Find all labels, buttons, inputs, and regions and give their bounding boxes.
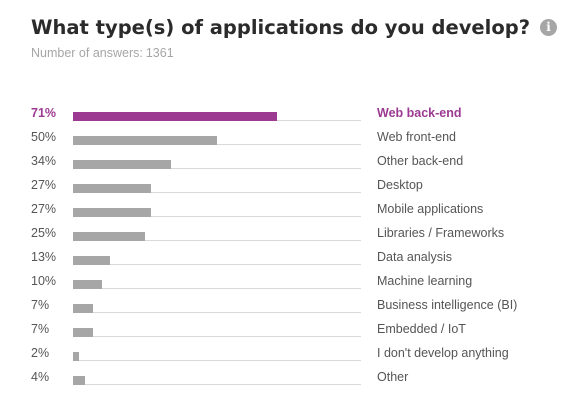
category-label: Other [377,370,409,384]
value-label: 25% [31,226,57,240]
bar [73,280,102,289]
chart-header: What type(s) of applications do you deve… [31,10,561,44]
bar-row: 7% Embedded / IoT [0,318,572,342]
bar-track [73,264,361,265]
value-label: 13% [31,250,57,264]
bar [73,304,93,313]
info-icon[interactable]: i [540,18,558,36]
chart-title: What type(s) of applications do you deve… [31,15,531,39]
category-label: Libraries / Frameworks [377,226,505,240]
answer-count-label: Number of answers: [31,46,143,60]
category-label: Machine learning [377,274,473,288]
bar [73,112,277,121]
bar-row: 27% Desktop [0,174,572,198]
value-label: 50% [31,130,57,144]
category-label: Mobile applications [377,202,484,216]
bar-row: 7% Business intelligence (BI) [0,294,572,318]
bar-track [73,192,361,193]
value-label: 34% [31,154,57,168]
category-label: Desktop [377,178,423,192]
value-label: 10% [31,274,57,288]
bar [73,256,110,265]
category-label: Web front-end [377,130,456,144]
value-label: 27% [31,202,57,216]
category-label: Business intelligence (BI) [377,298,518,312]
bar [73,160,171,169]
bar-track [73,288,361,289]
value-label: 7% [31,322,50,336]
bar-track [73,168,361,169]
bar [73,208,151,217]
bar [73,184,151,193]
bar-track [73,144,361,145]
value-label: 7% [31,298,50,312]
bar-track [73,240,361,241]
bar [73,376,85,385]
value-label: 71% [31,106,57,120]
bar-row: 27% Mobile applications [0,198,572,222]
bar-row: 4% Other [0,366,572,390]
bar [73,232,145,241]
value-label: 27% [31,178,57,192]
bar-row: 13% Data analysis [0,246,572,270]
bar-row: 50% Web front-end [0,126,572,150]
value-label: 4% [31,370,50,384]
bar-row: 34% Other back-end [0,150,572,174]
bar-chart: 71% Web back-end 50% Web front-end 34% Other … [0,102,572,390]
bar [73,136,217,145]
bar-track [73,336,361,337]
bar-track [73,360,361,361]
bar [73,352,79,361]
bar-row: 2% I don't develop anything [0,342,572,366]
category-label: Data analysis [377,250,453,264]
value-label: 2% [31,346,50,360]
bar-track [73,312,361,313]
bar-track [73,216,361,217]
category-label: Other back-end [377,154,464,168]
bar-row: 25% Libraries / Frameworks [0,222,572,246]
answer-count-value: 1361 [145,46,174,60]
category-label: Web back-end [377,106,462,120]
bar-track [73,384,361,385]
bar-row: 10% Machine learning [0,270,572,294]
bar-row: 71% Web back-end [0,102,572,126]
bar [73,328,93,337]
category-label: Embedded / IoT [377,322,466,336]
answer-count: Number of answers: 1361 [31,46,174,60]
category-label: I don't develop anything [377,346,509,360]
